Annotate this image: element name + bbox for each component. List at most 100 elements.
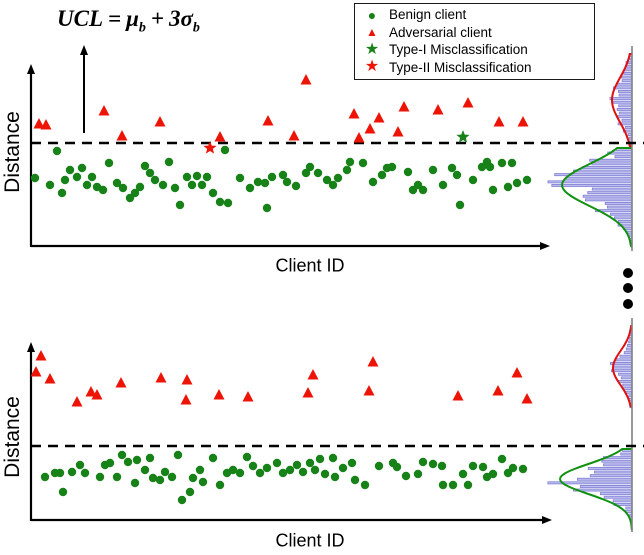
x-axis-panel1-head [540,242,550,250]
adversarial-point [33,118,45,129]
histogram-bar-red [616,108,633,111]
y-axis-panel2-head [27,342,35,352]
benign-point [235,468,245,478]
benign-point [117,450,127,460]
benign-point [468,461,478,471]
histogram-bar-green [591,162,633,166]
continuation-ellipsis-dot [623,268,633,278]
histogram-bar-green [600,492,633,496]
benign-point [437,461,447,471]
histogram-bar-red [624,68,633,72]
histogram-bar-green [582,165,633,169]
benign-point [75,460,85,470]
benign-point [267,172,277,182]
histogram-bar-red [617,90,633,93]
formula-equals: = [108,6,122,31]
formula-three: 3 [169,6,181,31]
legend-box: ● Benign client ▲ Adversarial client ★ T… [354,3,595,80]
benign-point [145,453,155,463]
histogram-bar-red [625,347,633,351]
histogram-bar-green [614,155,633,159]
benign-point [155,475,165,485]
adversarial-point [302,387,314,398]
adversarial-point [155,372,167,383]
histogram-bar-green [554,173,633,177]
benign-point [135,182,145,192]
adversarial-point [398,101,410,112]
histogram-bar-red [623,351,633,355]
histogram-bar-red [621,118,633,122]
benign-point [45,180,55,190]
benign-point [82,180,92,190]
histogram-bar-red [612,365,633,369]
adversarial-point [307,369,319,380]
benign-point [148,473,158,483]
adversarial-point [44,373,56,384]
benign-point [468,175,478,185]
benign-point [272,458,282,468]
benign-point [345,157,355,167]
histogram-bar-red [615,358,633,362]
benign-point [518,464,528,474]
type1-misclassification-point [456,130,470,143]
legend-label-adversarial: Adversarial client [389,24,492,40]
adversarial-point [517,116,529,127]
benign-point [488,185,498,195]
histogram-bar-green [612,499,633,503]
benign-point [298,467,308,477]
benign-point [463,480,473,490]
benign-point [248,461,258,471]
formula-sub-b1: b [138,20,146,36]
benign-point [170,183,180,193]
benign-point [245,183,255,193]
benign-point [198,477,208,487]
adversarial-point [98,105,110,116]
histogram-bar-green [603,463,633,467]
histogram-bar-green [610,212,633,216]
benign-point [255,468,265,478]
legend-item-type1: ★ Type-I Misclassification [355,41,594,59]
benign-point [130,188,140,198]
x-axis-label-top: Client ID [275,255,345,276]
benign-point [507,158,517,168]
benign-point [130,478,140,488]
benign-point [98,185,108,195]
benign-point [428,165,438,175]
benign-point [72,172,82,182]
adversarial-point [300,74,312,85]
histogram-curve-red [610,53,632,147]
benign-point [215,197,225,207]
adversarial-point [392,126,404,137]
benign-point [313,168,323,178]
benign-point [278,170,288,180]
benign-point [508,463,518,473]
histogram-bar-green [606,205,633,209]
histogram-bar-green [617,219,633,223]
adversarial-point [492,385,504,396]
benign-point [182,172,192,182]
histogram-bar-red [622,383,633,387]
histogram-bar-red [618,372,633,376]
histogram-bar-green [591,187,633,191]
adversarial-client-icon: ▲ [366,25,378,40]
histogram-bar-green [577,477,633,481]
benign-point [112,178,122,188]
ucl-annotation-arrow-head [80,45,88,55]
benign-point [488,469,498,479]
adversarial-point [85,386,97,397]
adversarial-point [180,394,192,405]
benign-point [77,163,87,173]
adversarial-point [364,123,376,134]
benign-point [187,180,197,190]
x-axis-label-bottom: Client ID [275,530,345,551]
benign-point [197,180,207,190]
benign-point [455,200,465,210]
formula-sigma: σ [180,6,193,31]
benign-point [401,471,411,481]
benign-point [105,458,115,468]
benign-point [132,455,142,465]
benign-point [322,175,332,185]
benign-point [58,487,68,497]
benign-point [262,203,272,213]
